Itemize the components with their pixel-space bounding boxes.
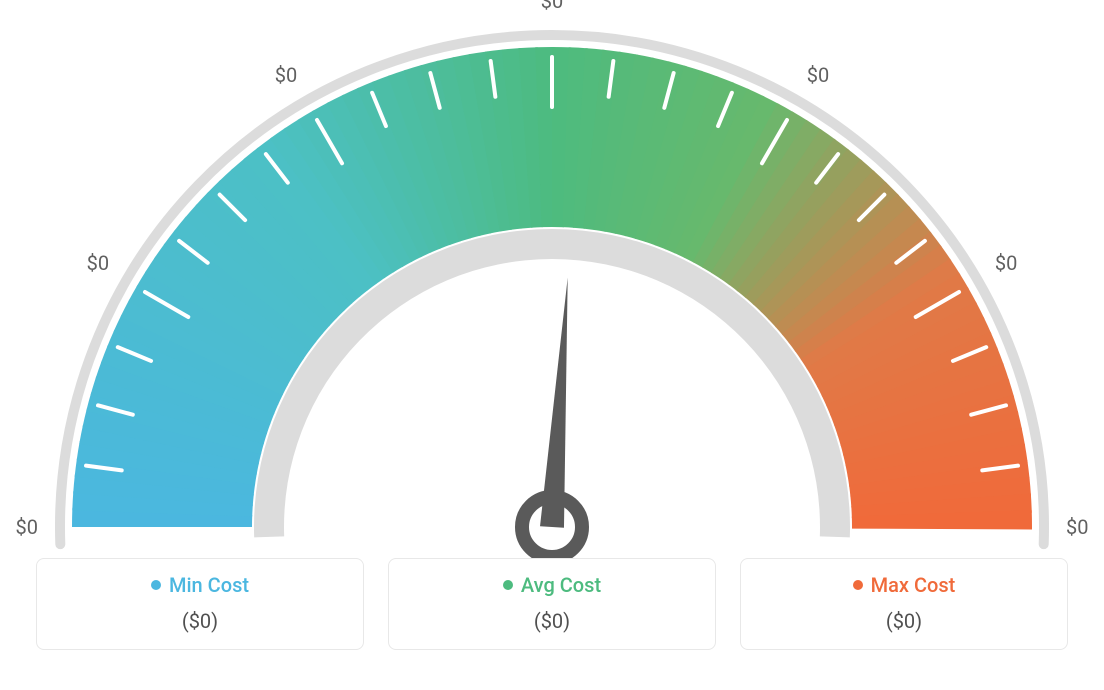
gauge-scale-label: $0 [87,251,109,275]
legend-value: ($0) [751,609,1057,633]
legend-label: Max Cost [871,573,956,597]
legend-label: Min Cost [169,573,249,597]
legend-title-min: Min Cost [151,573,249,597]
legend-value: ($0) [47,609,353,633]
cost-gauge: $0$0$0$0$0$0$0 [22,5,1082,565]
legend-title-avg: Avg Cost [503,573,601,597]
gauge-scale-label: $0 [16,515,38,539]
gauge-scale-label: $0 [995,251,1017,275]
legend-card-min: Min Cost ($0) [36,558,364,650]
legend-card-avg: Avg Cost ($0) [388,558,716,650]
legend-dot-icon [853,580,863,590]
gauge-scale-label: $0 [1066,515,1088,539]
gauge-scale-label: $0 [541,0,563,13]
legend-row: Min Cost ($0) Avg Cost ($0) Max Cost ($0) [0,558,1104,650]
legend-value: ($0) [399,609,705,633]
legend-card-max: Max Cost ($0) [740,558,1068,650]
legend-dot-icon [151,580,161,590]
gauge-scale-label: $0 [275,63,297,87]
gauge-svg [22,5,1082,565]
legend-label: Avg Cost [521,573,601,597]
gauge-scale-label: $0 [807,63,829,87]
legend-title-max: Max Cost [853,573,956,597]
legend-dot-icon [503,580,513,590]
